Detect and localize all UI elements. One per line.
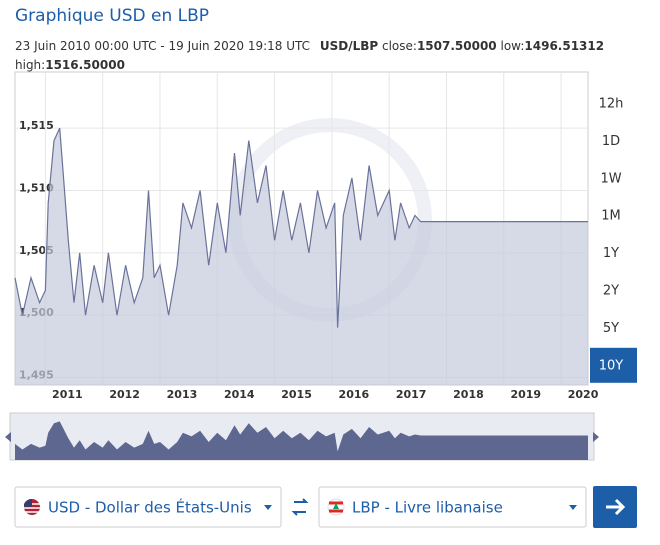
period-button[interactable]: [590, 198, 637, 234]
to-caret: [569, 505, 577, 510]
area: [15, 128, 588, 385]
period-label: 5Y: [603, 321, 619, 336]
line: [14, 127, 588, 328]
period-buttons: 12h 1D 1W 1M 1Y 2Y 5Y 10Y: [590, 86, 637, 383]
period-label: 1W: [600, 171, 621, 186]
period-button[interactable]: [590, 86, 637, 121]
period-button[interactable]: [590, 347, 637, 383]
navigator-area: [15, 421, 588, 460]
x-tick-label: 2015: [281, 388, 312, 401]
range: 23 Juin 2010 00:00 UTC - 19 Juin 2020 19…: [15, 39, 310, 53]
info-line-2: high:1516.50000: [15, 58, 125, 72]
y-tick-label: 1,515: [19, 119, 54, 132]
x-tick-label: 2011: [52, 388, 83, 401]
x-tick-label: 2018: [453, 388, 484, 401]
period-button[interactable]: [590, 235, 637, 271]
x-tick-label: 2016: [339, 388, 370, 401]
period-button[interactable]: [590, 123, 637, 159]
arrow-icon: [606, 498, 626, 516]
us-flag-canton: [24, 498, 32, 507]
from-caret: [264, 505, 272, 510]
plot: 1,4951,5001,5051,5101,515201120122013201…: [14, 72, 599, 401]
high: 1516.50000: [45, 58, 125, 72]
period-label: 2Y: [603, 284, 619, 299]
from-select[interactable]: [14, 486, 282, 528]
navigator: [5, 412, 599, 461]
period-button[interactable]: [590, 310, 637, 346]
high-label: high:: [15, 58, 45, 72]
lb-cedar: [333, 503, 339, 509]
title: Graphique USD en LBP: [15, 6, 209, 26]
period-label: 1D: [602, 134, 620, 149]
close: 1507.50000: [417, 39, 497, 53]
low-label: low:: [501, 39, 525, 53]
to-select[interactable]: [318, 486, 587, 528]
x-tick-label: 2020: [568, 388, 599, 401]
period-label: 12h: [599, 97, 624, 112]
period-button[interactable]: [590, 273, 637, 308]
to-currency: LBP - Livre libanaise: [352, 499, 503, 517]
x-tick-label: 2019: [510, 388, 541, 401]
x-tick-label: 2013: [167, 388, 198, 401]
period-label: 1Y: [603, 246, 619, 261]
period-button[interactable]: [590, 160, 637, 196]
x-tick-label: 2014: [224, 388, 255, 401]
close-label: close:: [382, 39, 417, 53]
x-tick-label: 2017: [396, 388, 427, 401]
x-tick-label: 2012: [109, 388, 140, 401]
swap-icon[interactable]: [291, 498, 309, 516]
pair: USD/LBP: [320, 39, 379, 53]
period-label: 1M: [601, 209, 621, 224]
info-line: 23 Juin 2010 00:00 UTC - 19 Juin 2020 19…: [15, 39, 604, 53]
low: 1496.51312: [524, 39, 604, 53]
period-label: 10Y: [599, 358, 624, 373]
from-currency: USD - Dollar des États-Unis: [48, 498, 252, 517]
